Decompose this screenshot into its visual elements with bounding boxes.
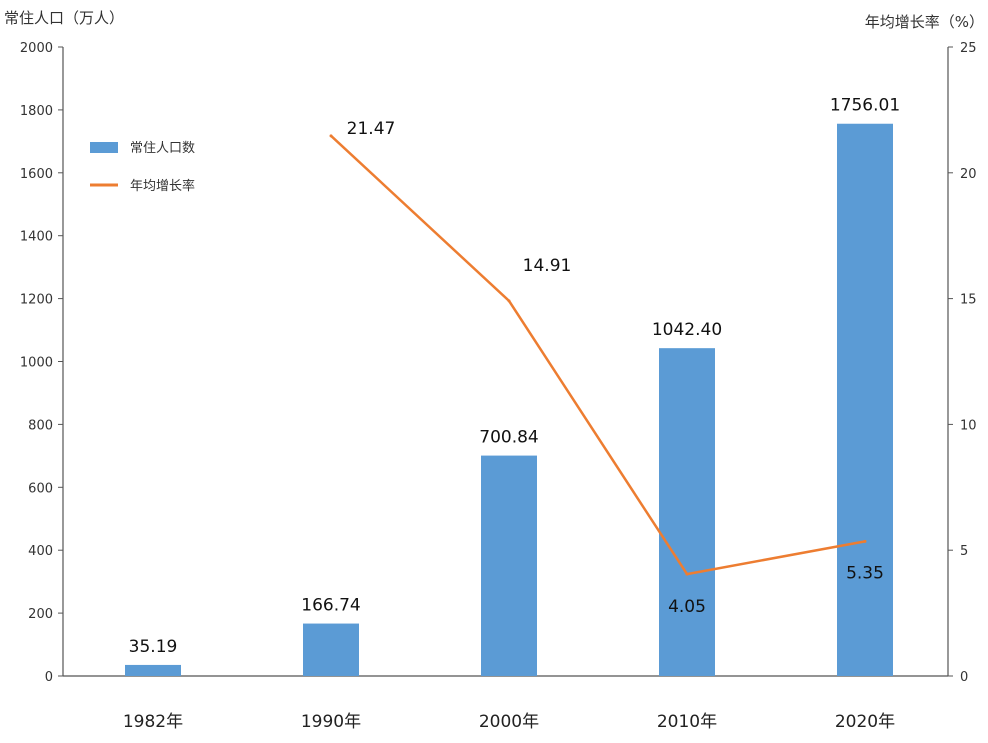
y2-axis-title: 年均增长率（%） [865, 13, 984, 31]
y2-tick-label: 25 [960, 41, 977, 56]
bar-series [125, 123, 893, 676]
y-tick-label: 1200 [20, 293, 53, 308]
bar-data-label: 1042.40 [652, 320, 722, 340]
bar [659, 348, 715, 676]
line-data-label: 14.91 [523, 256, 572, 276]
bar [481, 455, 537, 676]
legend-label-bar: 常住人口数 [130, 141, 195, 156]
y-tick-label: 1400 [20, 230, 53, 245]
legend: 常住人口数 年均增长率 [90, 141, 195, 194]
y-tick-label: 1800 [20, 104, 53, 119]
growth-rate-line [330, 134, 866, 576]
line-data-label: 5.35 [846, 563, 884, 583]
x-tick-label: 1982年 [123, 712, 183, 732]
bar-data-label: 35.19 [129, 637, 178, 657]
y-axis-ticks: 0 200 400 600 800 1000 1200 1400 1600 1800 2000 [20, 41, 63, 685]
line-point [329, 134, 333, 138]
y-tick-label: 0 [45, 670, 53, 685]
y2-tick-label: 10 [960, 418, 977, 433]
line-data-label: 4.05 [668, 597, 706, 617]
bar [303, 623, 359, 676]
bar-data-label: 700.84 [479, 428, 538, 448]
y2-axis-ticks: 0 5 10 15 20 25 [948, 41, 977, 685]
line-data-label: 21.47 [347, 119, 396, 139]
y-tick-label: 1000 [20, 356, 53, 371]
line-point [863, 539, 867, 543]
legend-label-line: 年均增长率 [130, 178, 195, 194]
bar-data-labels: 35.19 166.74 700.84 1042.40 1756.01 [129, 96, 900, 657]
x-tick-label: 2020年 [835, 712, 895, 732]
line-point [685, 572, 689, 576]
y-tick-label: 2000 [20, 41, 53, 56]
y2-tick-label: 15 [960, 293, 977, 308]
x-axis-ticks: 1982年 1990年 2000年 2010年 2020年 [123, 712, 895, 732]
legend-swatch-bar [90, 142, 118, 153]
y2-tick-label: 0 [960, 670, 968, 685]
x-tick-label: 2010年 [657, 712, 717, 732]
line-point [507, 299, 511, 303]
y-axis-title: 常住人口（万人） [4, 9, 124, 27]
bar-data-label: 1756.01 [830, 96, 900, 116]
y2-tick-label: 20 [960, 167, 977, 182]
bar [125, 664, 181, 676]
y-tick-label: 600 [28, 481, 53, 496]
y-tick-label: 400 [28, 544, 53, 559]
line-data-labels: 21.47 14.91 4.05 5.35 [347, 119, 884, 617]
x-tick-label: 1990年 [301, 712, 361, 732]
y-tick-label: 800 [28, 418, 53, 433]
y-tick-label: 200 [28, 607, 53, 622]
y2-tick-label: 5 [960, 544, 968, 559]
bar [837, 123, 893, 676]
y-tick-label: 1600 [20, 167, 53, 182]
x-tick-label: 2000年 [479, 712, 539, 732]
line-series [329, 134, 867, 576]
bar-data-label: 166.74 [301, 596, 360, 616]
